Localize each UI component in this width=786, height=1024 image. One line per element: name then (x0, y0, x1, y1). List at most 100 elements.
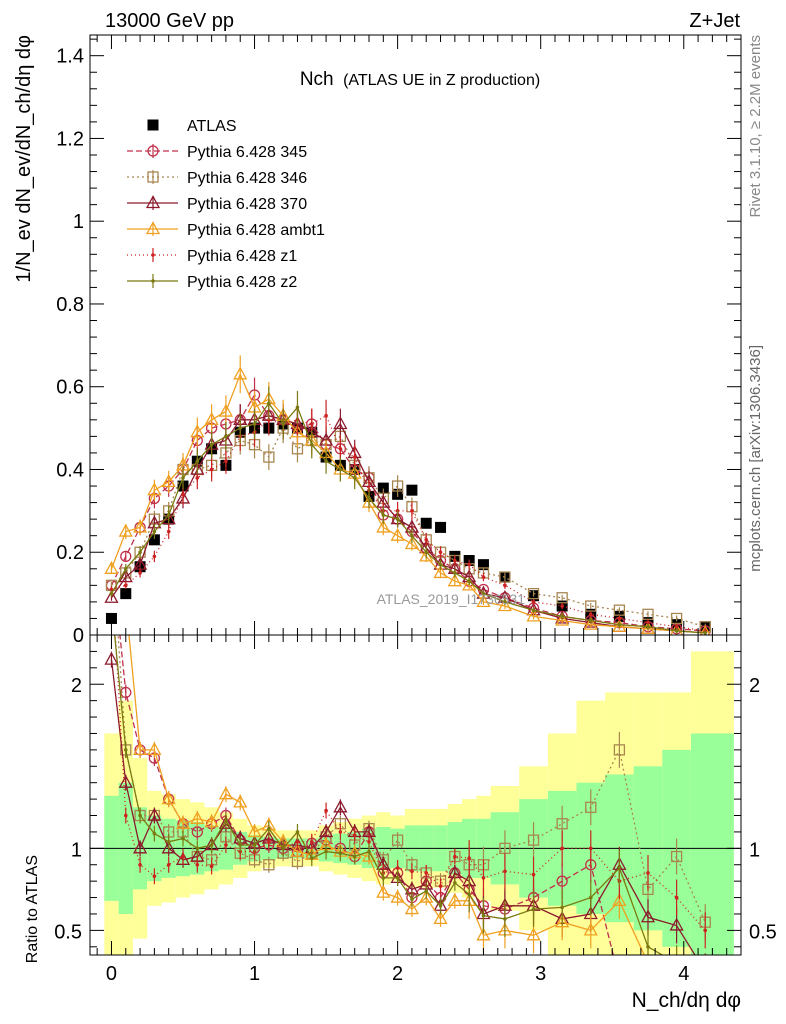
ratio-point (338, 851, 343, 856)
ratio-point (181, 836, 185, 841)
ratio-point (395, 876, 400, 880)
data-point (531, 600, 536, 604)
ratio-point (391, 834, 404, 846)
ratio-point (191, 826, 203, 838)
ratio-point (617, 866, 622, 870)
ratio-point (181, 854, 185, 859)
ratio-point (175, 815, 191, 829)
y-tick-label: 0.8 (56, 294, 84, 316)
ratio-frame (89, 634, 742, 956)
plot-title: Nch (ATLAS UE in Z production) (300, 69, 540, 90)
ratio-point (527, 834, 540, 846)
data-point (309, 442, 314, 447)
data-point (447, 573, 462, 587)
ratio-clip-group (90, 350, 741, 985)
legend-label: Pythia 6.428 z2 (187, 274, 297, 291)
legend-label: Pythia 6.428 z1 (187, 248, 297, 265)
ratio-point (367, 839, 371, 844)
ratio-point (560, 905, 564, 910)
y-tick-label: 0.4 (56, 459, 84, 481)
data-point (438, 550, 443, 555)
data-point (352, 475, 357, 480)
uncertainty-band-inner (690, 733, 734, 955)
data-point (646, 620, 650, 625)
data-point (646, 624, 650, 629)
ratio-point (424, 889, 429, 893)
legend-label: Pythia 6.428 ambt1 (187, 222, 325, 239)
ratio-point (703, 928, 708, 933)
data-point (376, 519, 391, 533)
ratio-y-tick-label-right: 1 (749, 839, 760, 861)
y-tick-label: 0.6 (56, 377, 84, 399)
ratio-point (419, 889, 434, 903)
main-panel: 0 0.2 0.4 0.6 0.8 1 1.2 1.4 1/N_ev dN_ev/dN_ch/… (13, 34, 742, 647)
ratio-point (612, 892, 627, 906)
data-point (109, 587, 114, 592)
data-point (481, 575, 486, 579)
series-line (111, 414, 706, 632)
ratio-point (642, 957, 654, 968)
analysis-tag: ATLAS_2019_I1736531 (377, 591, 526, 607)
data-point (556, 592, 568, 604)
y-tick-label: 1 (73, 211, 84, 233)
data-point (477, 559, 489, 571)
data-point (404, 536, 420, 550)
data-point (238, 426, 243, 430)
ratio-point (295, 830, 300, 834)
x-axis-label: N_ch/dη dφ (632, 989, 741, 1012)
ratio-point (105, 350, 117, 361)
data-point (406, 484, 418, 496)
data-point (453, 571, 457, 575)
data-point (433, 565, 448, 579)
ratio-point (106, 532, 116, 542)
ratio-point (453, 854, 457, 859)
data-point (152, 529, 157, 534)
main-y-axis: 0 0.2 0.4 0.6 0.8 1 1.2 1.4 (56, 35, 741, 647)
data-point (367, 496, 371, 501)
ratio-line (114, 635, 706, 931)
data-point (204, 411, 219, 425)
data-point (467, 562, 471, 567)
data-point (377, 482, 389, 494)
ratio-point (352, 854, 357, 859)
ratio-point (352, 833, 357, 838)
ratio-point (338, 830, 343, 834)
legend-swatch-marker (151, 279, 155, 283)
data-point (218, 403, 234, 417)
data-point (588, 612, 593, 617)
data-point (104, 589, 119, 603)
ratio-point (218, 786, 234, 800)
data-point (555, 612, 570, 626)
ratio-point (132, 840, 148, 854)
data-point (613, 604, 626, 616)
data-point (233, 366, 248, 380)
ratio-point (583, 922, 598, 936)
ratio-point (267, 839, 271, 844)
data-point (147, 482, 162, 496)
ratio-point (467, 856, 471, 860)
y-tick-label: 0 (73, 625, 84, 647)
data-point (585, 600, 597, 612)
data-point (120, 550, 132, 563)
legend-item-2: Pythia 6.428 346 (127, 170, 307, 187)
ratio-point (404, 901, 420, 915)
data-point (410, 509, 414, 513)
data-point (390, 527, 405, 541)
data-point (527, 587, 540, 600)
legend: ATLAS Pythia 6.428 345 Pythia 6.428 346 Pyt… (127, 118, 325, 291)
x-tick-label: 1 (249, 963, 260, 985)
data-point (109, 591, 114, 596)
ratio-point (118, 774, 133, 788)
ratio-point (555, 914, 570, 928)
ratio-point (503, 917, 507, 921)
ratio-point (614, 975, 624, 985)
data-point (309, 422, 314, 426)
data-point (290, 424, 305, 438)
ratio-point (263, 859, 275, 871)
legend-swatch-marker (147, 119, 159, 131)
ratio-point (224, 818, 228, 823)
ratio-point (318, 824, 334, 838)
ratio-point (195, 846, 200, 851)
data-point (138, 571, 142, 575)
mcplots-info: mcplots.cern.ch [arXiv:1306.3436] (747, 345, 764, 572)
